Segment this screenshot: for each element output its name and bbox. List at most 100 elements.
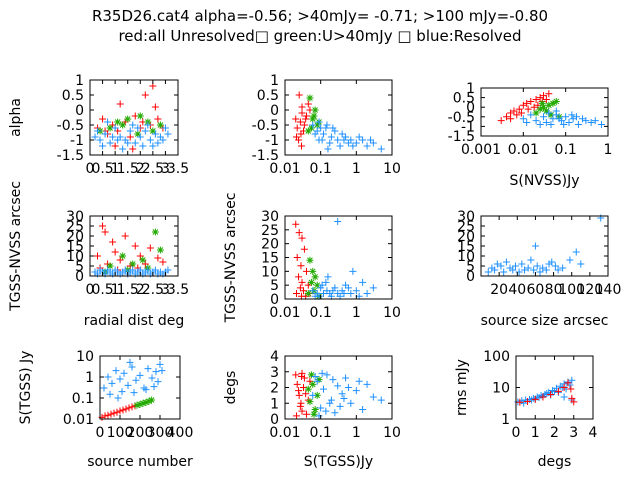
point-green-3	[119, 121, 127, 129]
point-red-9	[122, 405, 130, 413]
point-green-2	[536, 105, 544, 113]
point-blue-19	[154, 139, 162, 147]
point-blue-8	[334, 382, 342, 390]
point-green-3	[139, 399, 147, 407]
point-blue-13	[148, 374, 156, 382]
x-tick-label: 100	[107, 425, 134, 441]
point-blue-25	[531, 242, 539, 250]
point-red-6	[113, 408, 121, 416]
point-blue-22	[579, 115, 587, 123]
point-red-1	[292, 220, 300, 228]
x-tick-label: 1	[352, 425, 361, 441]
y-tick-label: 20	[457, 229, 475, 245]
y-tick-label: 0	[75, 103, 84, 119]
point-blue-27	[572, 248, 580, 256]
point-green-1	[306, 398, 314, 406]
y-tick-label: 10	[76, 349, 94, 365]
point-blue-28	[349, 142, 357, 150]
point-green-6	[542, 107, 550, 115]
x-axis-label: S(TGSS)Jy	[304, 454, 373, 470]
point-red-14	[292, 133, 300, 141]
point-red-9	[298, 103, 306, 111]
y-tick-label: -1.5	[252, 148, 279, 164]
y-tick-label: -1	[265, 133, 279, 149]
point-blue-7	[502, 258, 510, 266]
y-tick-label: 0.01	[63, 412, 94, 428]
point-blue-13	[121, 266, 129, 274]
point-blue-22	[322, 407, 330, 415]
point-blue-22	[548, 258, 556, 266]
point-red-6	[519, 101, 527, 109]
point-red-12	[146, 244, 154, 252]
point-red-8	[527, 97, 535, 105]
point-red-3	[298, 407, 306, 415]
point-red-11	[141, 260, 149, 268]
point-red-11	[141, 91, 149, 99]
x-tick-label: 140	[595, 282, 622, 298]
x-tick-label: 2	[136, 282, 145, 298]
point-blue-28	[324, 273, 332, 281]
point-blue-17	[533, 262, 541, 270]
point-blue-4	[493, 260, 501, 268]
point-blue-11	[515, 268, 523, 276]
point-blue-10	[136, 371, 144, 379]
x-tick-label: 0.01	[269, 425, 300, 441]
point-green-4	[124, 115, 132, 123]
point-blue-5	[323, 371, 331, 379]
point-red-12	[545, 90, 553, 98]
point-blue-18	[542, 119, 550, 127]
y-tick-label: 25	[261, 223, 279, 239]
point-blue-12	[518, 260, 526, 268]
point-blue-13	[359, 136, 367, 144]
point-blue-3	[108, 379, 116, 387]
figure-title-line2: red:all Unresolved□ green:U>40mJy □ blue…	[118, 27, 522, 45]
point-green-7	[304, 289, 312, 297]
panel-frame	[515, 355, 594, 420]
point-blue-16	[377, 145, 385, 153]
point-blue-17	[106, 390, 114, 398]
point-green-7	[304, 127, 312, 135]
point-red-1	[295, 91, 303, 99]
point-green-6	[310, 112, 318, 120]
point-blue-16	[597, 120, 605, 128]
point-blue-23	[551, 262, 559, 270]
point-red-6	[300, 374, 308, 382]
point-blue-5	[111, 124, 119, 132]
point-blue-9	[131, 139, 139, 147]
point-blue-5	[545, 109, 553, 117]
y-tick-label: 20	[261, 237, 279, 253]
point-red-4	[107, 410, 115, 418]
y-tick-label: 15	[66, 239, 84, 255]
y-axis-label: degs	[223, 371, 239, 405]
point-red-16	[159, 258, 167, 266]
point-red-9	[532, 96, 540, 104]
y-tick-label: -0.5	[448, 110, 475, 126]
point-green-3	[129, 260, 137, 268]
panel-frame	[480, 215, 609, 277]
point-red-15	[302, 390, 310, 398]
point-blue-14	[363, 289, 371, 297]
point-blue-11	[141, 127, 149, 135]
point-blue-10	[565, 119, 573, 127]
point-green-1	[306, 256, 314, 264]
point-red-5	[297, 399, 305, 407]
point-blue-1	[309, 287, 317, 295]
point-blue-24	[547, 120, 555, 128]
point-red-1	[292, 371, 300, 379]
point-blue-11	[347, 399, 355, 407]
point-blue-9	[338, 390, 346, 398]
x-tick-label: 2	[550, 425, 559, 441]
point-blue-23	[329, 287, 337, 295]
x-tick-label: 0.5	[91, 161, 113, 177]
point-red-9	[298, 369, 306, 377]
point-blue-15	[369, 284, 377, 292]
point-blue-23	[126, 358, 134, 366]
point-blue-24	[340, 289, 348, 297]
point-blue-3	[101, 130, 109, 138]
x-tick-label: 1	[111, 161, 120, 177]
point-blue-17	[536, 120, 544, 128]
point-blue-22	[150, 383, 158, 391]
point-blue-10	[342, 374, 350, 382]
point-blue-5	[116, 375, 124, 383]
